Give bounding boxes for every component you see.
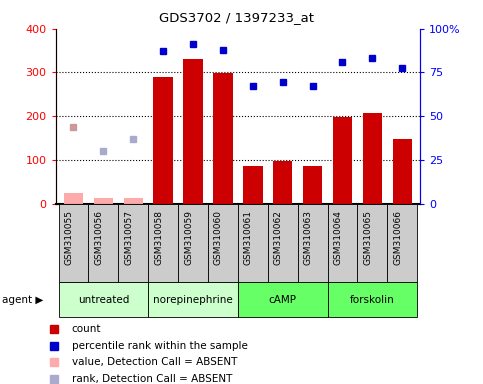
Text: GSM310064: GSM310064 xyxy=(333,210,342,265)
Text: GSM310060: GSM310060 xyxy=(214,210,223,265)
Bar xyxy=(387,204,417,282)
Bar xyxy=(208,204,238,282)
Bar xyxy=(273,161,292,204)
Text: forskolin: forskolin xyxy=(350,295,395,305)
Bar xyxy=(94,198,113,204)
Text: GSM310062: GSM310062 xyxy=(274,210,283,265)
Bar xyxy=(124,198,143,204)
Bar xyxy=(148,282,238,317)
Text: cAMP: cAMP xyxy=(269,295,297,305)
Text: GSM310057: GSM310057 xyxy=(124,210,133,265)
Bar xyxy=(363,113,382,204)
Text: norepinephrine: norepinephrine xyxy=(153,295,233,305)
Bar xyxy=(64,193,83,204)
Bar xyxy=(148,204,178,282)
Bar xyxy=(118,204,148,282)
Text: rank, Detection Call = ABSENT: rank, Detection Call = ABSENT xyxy=(72,374,232,384)
Text: GSM310056: GSM310056 xyxy=(94,210,103,265)
Text: percentile rank within the sample: percentile rank within the sample xyxy=(72,341,248,351)
Bar xyxy=(213,73,233,204)
Text: count: count xyxy=(72,324,101,334)
Bar xyxy=(303,166,322,204)
Bar xyxy=(268,204,298,282)
Text: GSM310058: GSM310058 xyxy=(154,210,163,265)
Text: GSM310061: GSM310061 xyxy=(244,210,253,265)
Bar xyxy=(298,204,327,282)
Bar xyxy=(58,282,148,317)
Bar xyxy=(393,139,412,204)
Bar xyxy=(243,166,263,204)
Bar xyxy=(184,60,203,204)
Bar xyxy=(327,282,417,317)
Bar xyxy=(58,204,88,282)
Bar xyxy=(178,204,208,282)
Bar xyxy=(88,204,118,282)
Text: GSM310065: GSM310065 xyxy=(363,210,372,265)
Text: GDS3702 / 1397233_at: GDS3702 / 1397233_at xyxy=(159,12,314,25)
Bar xyxy=(333,118,352,204)
Text: untreated: untreated xyxy=(78,295,129,305)
Text: GSM310055: GSM310055 xyxy=(64,210,73,265)
Text: GSM310063: GSM310063 xyxy=(304,210,313,265)
Text: value, Detection Call = ABSENT: value, Detection Call = ABSENT xyxy=(72,358,237,367)
Bar xyxy=(154,77,173,204)
Bar xyxy=(327,204,357,282)
Bar xyxy=(238,282,327,317)
Text: agent ▶: agent ▶ xyxy=(2,295,44,305)
Bar xyxy=(357,204,387,282)
Text: GSM310066: GSM310066 xyxy=(393,210,402,265)
Text: GSM310059: GSM310059 xyxy=(184,210,193,265)
Bar xyxy=(238,204,268,282)
